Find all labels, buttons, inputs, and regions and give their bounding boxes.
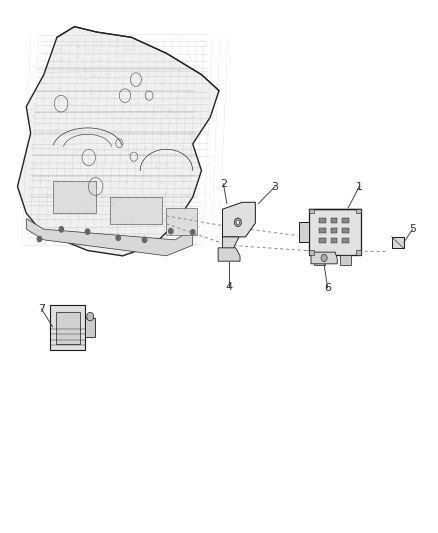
Bar: [343, 218, 349, 223]
Bar: [356, 209, 361, 214]
Text: 5: 5: [409, 224, 416, 234]
Polygon shape: [218, 248, 240, 261]
Bar: [331, 218, 337, 223]
Polygon shape: [223, 203, 255, 237]
Bar: [299, 222, 309, 242]
Bar: [309, 250, 314, 255]
Bar: [309, 209, 314, 214]
Bar: [319, 228, 325, 233]
Polygon shape: [26, 219, 193, 256]
Circle shape: [37, 237, 42, 242]
Bar: [331, 228, 337, 233]
Bar: [110, 197, 162, 224]
Text: 2: 2: [220, 179, 227, 189]
Bar: [166, 208, 197, 235]
Polygon shape: [223, 237, 239, 251]
Bar: [343, 238, 349, 243]
Text: 4: 4: [226, 282, 233, 292]
Bar: [319, 238, 325, 243]
Circle shape: [87, 312, 94, 321]
Text: 3: 3: [272, 182, 279, 191]
Circle shape: [142, 237, 147, 243]
Circle shape: [236, 220, 240, 224]
Bar: [50, 305, 85, 351]
Polygon shape: [340, 255, 351, 265]
Polygon shape: [314, 255, 325, 265]
Bar: [356, 250, 361, 255]
Circle shape: [169, 229, 173, 234]
Circle shape: [321, 254, 327, 262]
Text: 6: 6: [324, 283, 331, 293]
Polygon shape: [311, 252, 337, 264]
Text: 7: 7: [38, 304, 45, 314]
Bar: [53, 181, 96, 213]
Circle shape: [116, 235, 120, 240]
Bar: [331, 238, 337, 243]
Bar: [343, 228, 349, 233]
Text: 1: 1: [356, 182, 363, 191]
Circle shape: [59, 227, 64, 232]
Circle shape: [85, 229, 90, 235]
Polygon shape: [18, 27, 219, 256]
Bar: [392, 237, 404, 248]
Bar: [56, 312, 80, 344]
Bar: [85, 319, 95, 337]
Circle shape: [191, 230, 195, 235]
Circle shape: [234, 218, 241, 227]
Bar: [309, 209, 361, 255]
Bar: [319, 218, 325, 223]
